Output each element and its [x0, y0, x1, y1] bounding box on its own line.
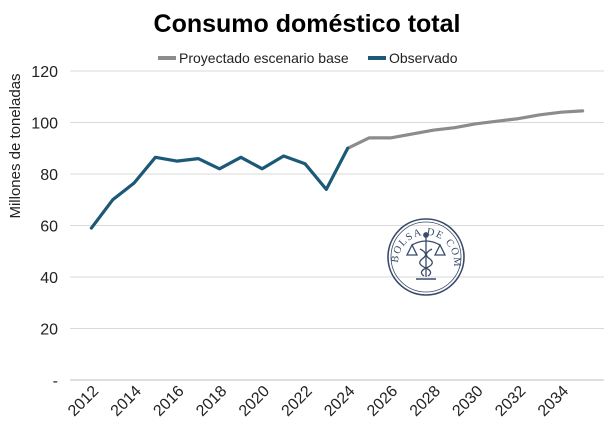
x-axis-ticks: 2012 2014 2016 2018 2020 2022 2024 2026 2028 2030… [65, 383, 572, 420]
series-line-projected [346, 109, 585, 150]
x-tick-label: 2024 [321, 383, 358, 420]
chart-title: Consumo doméstico total [154, 10, 461, 38]
x-tick-label: 2012 [65, 383, 102, 420]
x-tick-label: 2020 [236, 383, 273, 420]
y-axis-ticks: - 20 40 60 80 100 120 [31, 64, 58, 390]
seal-outer-ring [387, 218, 465, 296]
x-tick-label: 2030 [449, 383, 486, 420]
x-tick-label: 2032 [492, 383, 529, 420]
y-tick-label: 80 [40, 167, 58, 184]
y-axis-title: Millones de toneladas [7, 73, 24, 218]
legend-label-observed: Observado [389, 50, 458, 66]
x-tick-label: 2016 [150, 383, 187, 420]
gridlines [70, 70, 604, 381]
y-tick-label: 120 [31, 64, 58, 81]
y-tick-label: 20 [40, 322, 58, 339]
x-tick-label: 2028 [407, 383, 444, 420]
y-tick-label: 100 [31, 116, 58, 133]
x-tick-label: 2022 [279, 383, 316, 420]
x-tick-label: 2014 [108, 383, 145, 420]
y-tick-label: 40 [40, 270, 58, 287]
legend: Proyectado escenario base Observado [158, 50, 458, 66]
x-tick-label: 2018 [193, 383, 230, 420]
legend-label-projected: Proyectado escenario base [179, 50, 349, 66]
y-tick-label: 60 [40, 219, 58, 236]
bolsa-de-comercio-seal: BOLSA DE COMERCIO DE ROSARIO [387, 218, 465, 296]
series-line-observed [89, 146, 350, 230]
caduceus-icon [405, 232, 447, 280]
x-tick-label: 2026 [364, 383, 401, 420]
x-tick-label: 2034 [535, 383, 572, 420]
series-lines [89, 109, 585, 230]
seal-inner-ring [390, 221, 462, 293]
y-tick-label: - [53, 373, 58, 390]
